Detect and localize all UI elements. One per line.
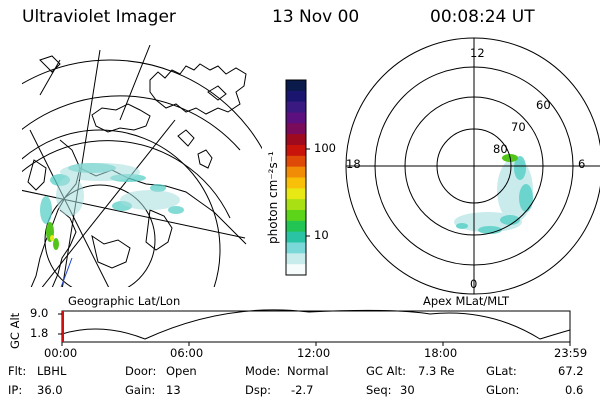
altitude-xtick-0000: 00:00 [44,346,78,360]
mlt-label-12: 12 [470,46,485,60]
colorbar-cell [286,253,306,265]
altitude-xtick-1800: 18:00 [424,346,458,360]
instrument-title: Ultraviolet Imager [22,7,176,27]
colorbar-frame [285,79,307,276]
colorbar [286,80,306,276]
lat-circle-4 [22,129,221,287]
colorbar-cell [286,188,306,200]
glon-label: GLon: [486,383,520,397]
geographic-map [22,45,262,287]
right-map-label: Apex MLat/MLT [423,294,510,308]
altitude-xtick-2359: 23:59 [554,346,588,360]
gcalt-value: 7.3 Re [418,364,455,378]
altitude-curve [61,309,571,340]
colorbar-cell [286,199,306,211]
flt-label: Flt: [8,364,27,378]
gain-label: Gain: [125,383,156,397]
gcalt-label: GC Alt: [366,364,407,378]
lat-label-80: 80 [493,142,508,156]
date-label: 13 Nov 00 [272,7,360,27]
colorbar-cell [286,264,306,276]
mode-value: Normal [287,364,329,378]
colorbar-cell [286,231,306,244]
altitude-xtick-1200: 12:00 [297,346,331,360]
lat-label-70: 70 [511,120,526,134]
altitude-ytick-9: 9.0 [30,306,49,320]
mlt-label-18: 18 [346,157,361,171]
colorbar-unit-label: photon cm⁻²s⁻¹ [266,151,280,244]
colorbar-cell [286,155,306,168]
colorbar-cell [286,242,306,254]
polar-map [345,37,600,295]
altitude-ylabel: GC Alt [8,312,22,349]
colorbar-cell [286,166,306,179]
colorbar-cell [286,80,306,92]
glon-value: 0.6 [565,383,584,397]
colorbar-cell [286,220,306,233]
altitude-plot [58,309,571,346]
glat-value: 67.2 [558,364,584,378]
lat-circle-1 [22,95,241,151]
altitude-plot-frame [61,310,571,343]
colorbar-label-100: 100 [314,141,336,155]
colorbar-cell [286,210,306,222]
altitude-ytick-1-8: 1.8 [30,326,49,340]
lat-label-60: 60 [536,98,551,112]
colorbar-label-10: 10 [314,228,329,242]
colorbar-cell [286,145,306,157]
colorbar-cell [286,177,306,189]
lat-circle-2 [22,140,231,219]
dsp-value: -2.7 [291,383,314,397]
seq-label: Seq: [366,383,392,397]
dsp-label: Dsp: [245,383,272,397]
left-map-label: Geographic Lat/Lon [68,294,181,308]
mlt-label-6: 6 [578,157,586,171]
altitude-xtick-0600: 06:00 [170,346,204,360]
ip-value: 36.0 [37,383,63,397]
colorbar-cell [286,134,306,146]
gain-value: 13 [166,383,181,397]
ip-label: IP: [8,383,23,397]
time-marker [62,311,64,342]
colorbar-cell [286,123,306,135]
flt-value: LBHL [37,364,67,378]
door-label: Door: [125,364,157,378]
lat-circle-outer [22,59,262,150]
colorbar-cell [286,112,306,124]
mode-label: Mode: [245,364,281,378]
lat-circle-3 [44,184,156,287]
time-label: 00:08:24 UT [430,7,535,27]
door-value: Open [166,364,197,378]
mlt-label-0: 0 [470,277,478,291]
colorbar-cell [286,101,306,114]
colorbar-cell [286,90,306,103]
seq-value: 30 [400,383,415,397]
glat-label: GLat: [486,364,517,378]
